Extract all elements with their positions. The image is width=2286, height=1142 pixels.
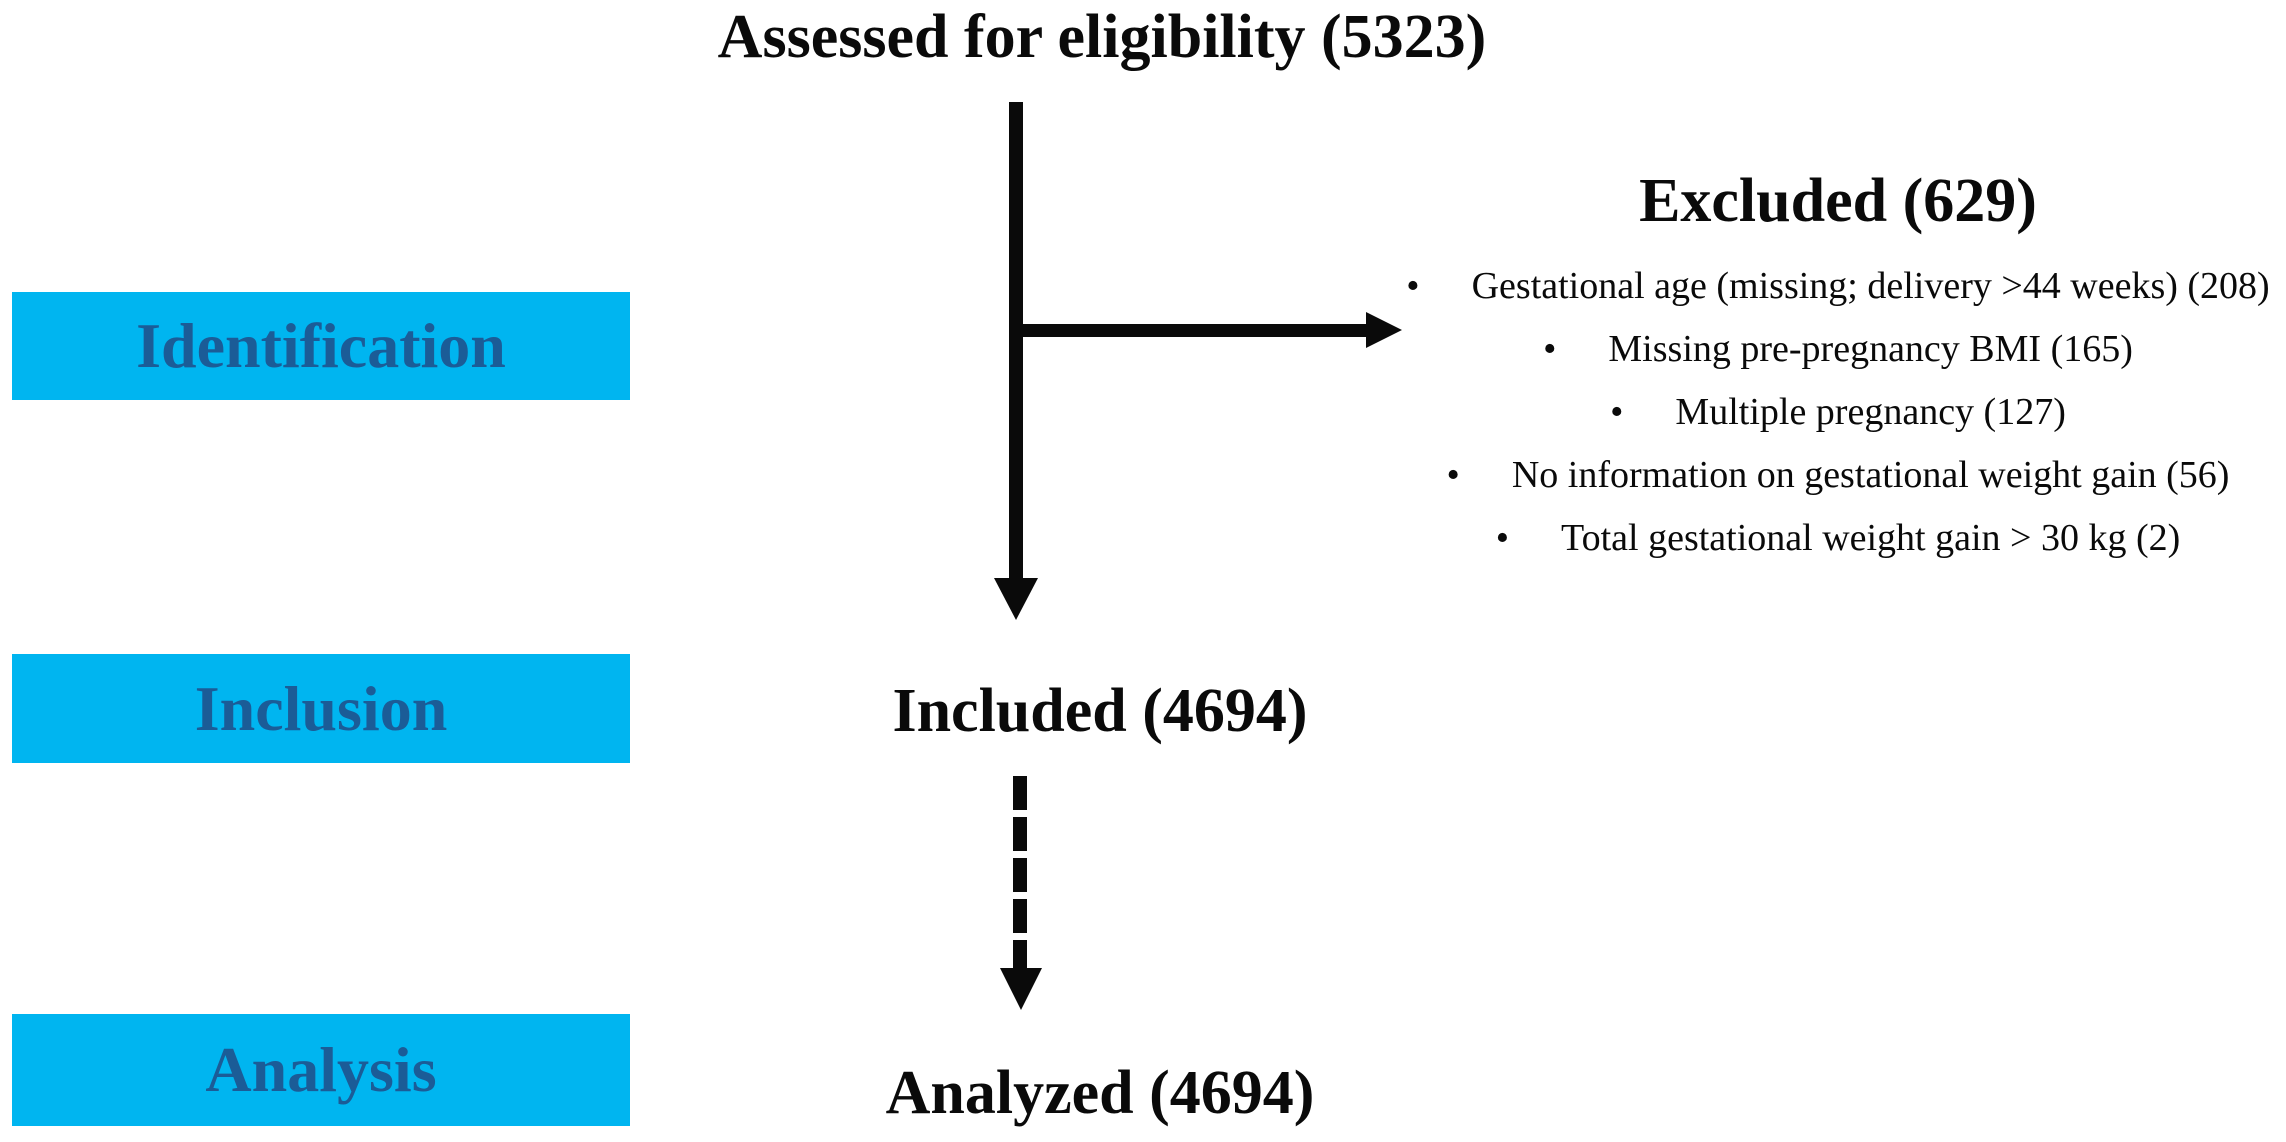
excluded-list-item: • Gestational age (missing; delivery >44…	[1400, 254, 2276, 317]
excluded-item-text: Multiple pregnancy (127)	[1675, 390, 2066, 433]
included-heading: Included (4694)	[892, 677, 1308, 745]
excluded-list-item: • Multiple pregnancy (127)	[1400, 380, 2276, 443]
excluded-list-item: • Total gestational weight gain > 30 kg …	[1400, 506, 2276, 569]
stage-label-analysis: Analysis	[205, 1034, 437, 1105]
excluded-reasons-list: • Gestational age (missing; delivery >44…	[1400, 254, 2276, 569]
arrow-to-excluded-head-icon	[1366, 312, 1402, 348]
arrow-assessed-to-included-head-icon	[994, 578, 1038, 620]
bullet-icon: •	[1495, 516, 1510, 559]
excluded-list-item: • No information on gestational weight g…	[1400, 443, 2276, 506]
analyzed-heading: Analyzed (4694)	[885, 1059, 1315, 1127]
assessed-for-eligibility-heading: Assessed for eligibility (5323)	[717, 3, 1487, 71]
arrow-included-to-analyzed-head-icon	[1000, 968, 1042, 1010]
bullet-icon: •	[1610, 390, 1624, 433]
bullet-icon: •	[1406, 264, 1420, 307]
excluded-item-text: Gestational age (missing; delivery >44 w…	[1471, 264, 2270, 307]
stage-box-identification: Identification	[12, 292, 630, 400]
stage-label-inclusion: Inclusion	[194, 672, 448, 744]
bullet-icon: •	[1543, 327, 1557, 370]
excluded-panel: Excluded (629) • Gestational age (missin…	[1400, 162, 2276, 569]
arrow-included-to-analyzed-stem	[1013, 776, 1027, 970]
stage-box-analysis: Analysis	[12, 1014, 630, 1126]
excluded-item-text: Missing pre-pregnancy BMI (165)	[1608, 327, 2133, 370]
bullet-icon: •	[1446, 453, 1460, 496]
excluded-item-text: Total gestational weight gain > 30 kg (2…	[1561, 516, 2181, 559]
excluded-heading: Excluded (629)	[1639, 167, 2037, 235]
stage-label-identification: Identification	[136, 310, 506, 381]
arrow-to-excluded-stem	[1016, 324, 1368, 337]
excluded-item-text: No information on gestational weight gai…	[1511, 453, 2230, 496]
stage-box-inclusion: Inclusion	[12, 654, 630, 763]
arrow-assessed-to-included-stem	[1009, 102, 1023, 580]
excluded-list-item: • Missing pre-pregnancy BMI (165)	[1400, 317, 2276, 380]
